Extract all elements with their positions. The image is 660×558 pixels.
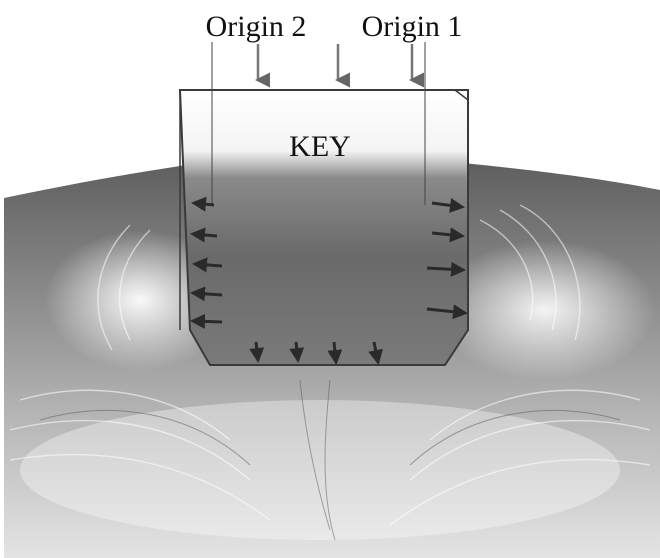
down-arrow-icon [289,341,305,363]
origin-2-label: Origin 2 [206,10,307,43]
right-arrow-icon [431,197,465,213]
left-arrow-icon [190,313,223,329]
left-crack-arrows [190,196,223,329]
right-arrow-icon [426,304,468,320]
down-arrow-icon [327,341,343,365]
left-arrow-icon [190,227,218,243]
key-block [178,89,469,366]
origin-1-label: Origin 1 [362,10,463,43]
left-arrow-icon [191,196,215,212]
load-arrows [255,44,424,88]
key-label: KEY [289,130,351,163]
right-arrow-icon [431,227,465,243]
right-crack-arrows [426,197,468,320]
down-arrow-icon [249,341,265,363]
down-arrow-icon [368,341,384,365]
right-arrow-icon [426,261,466,277]
left-arrow-icon [190,286,223,302]
left-arrow-icon [192,257,223,273]
bottom-crack-arrows [249,341,384,365]
